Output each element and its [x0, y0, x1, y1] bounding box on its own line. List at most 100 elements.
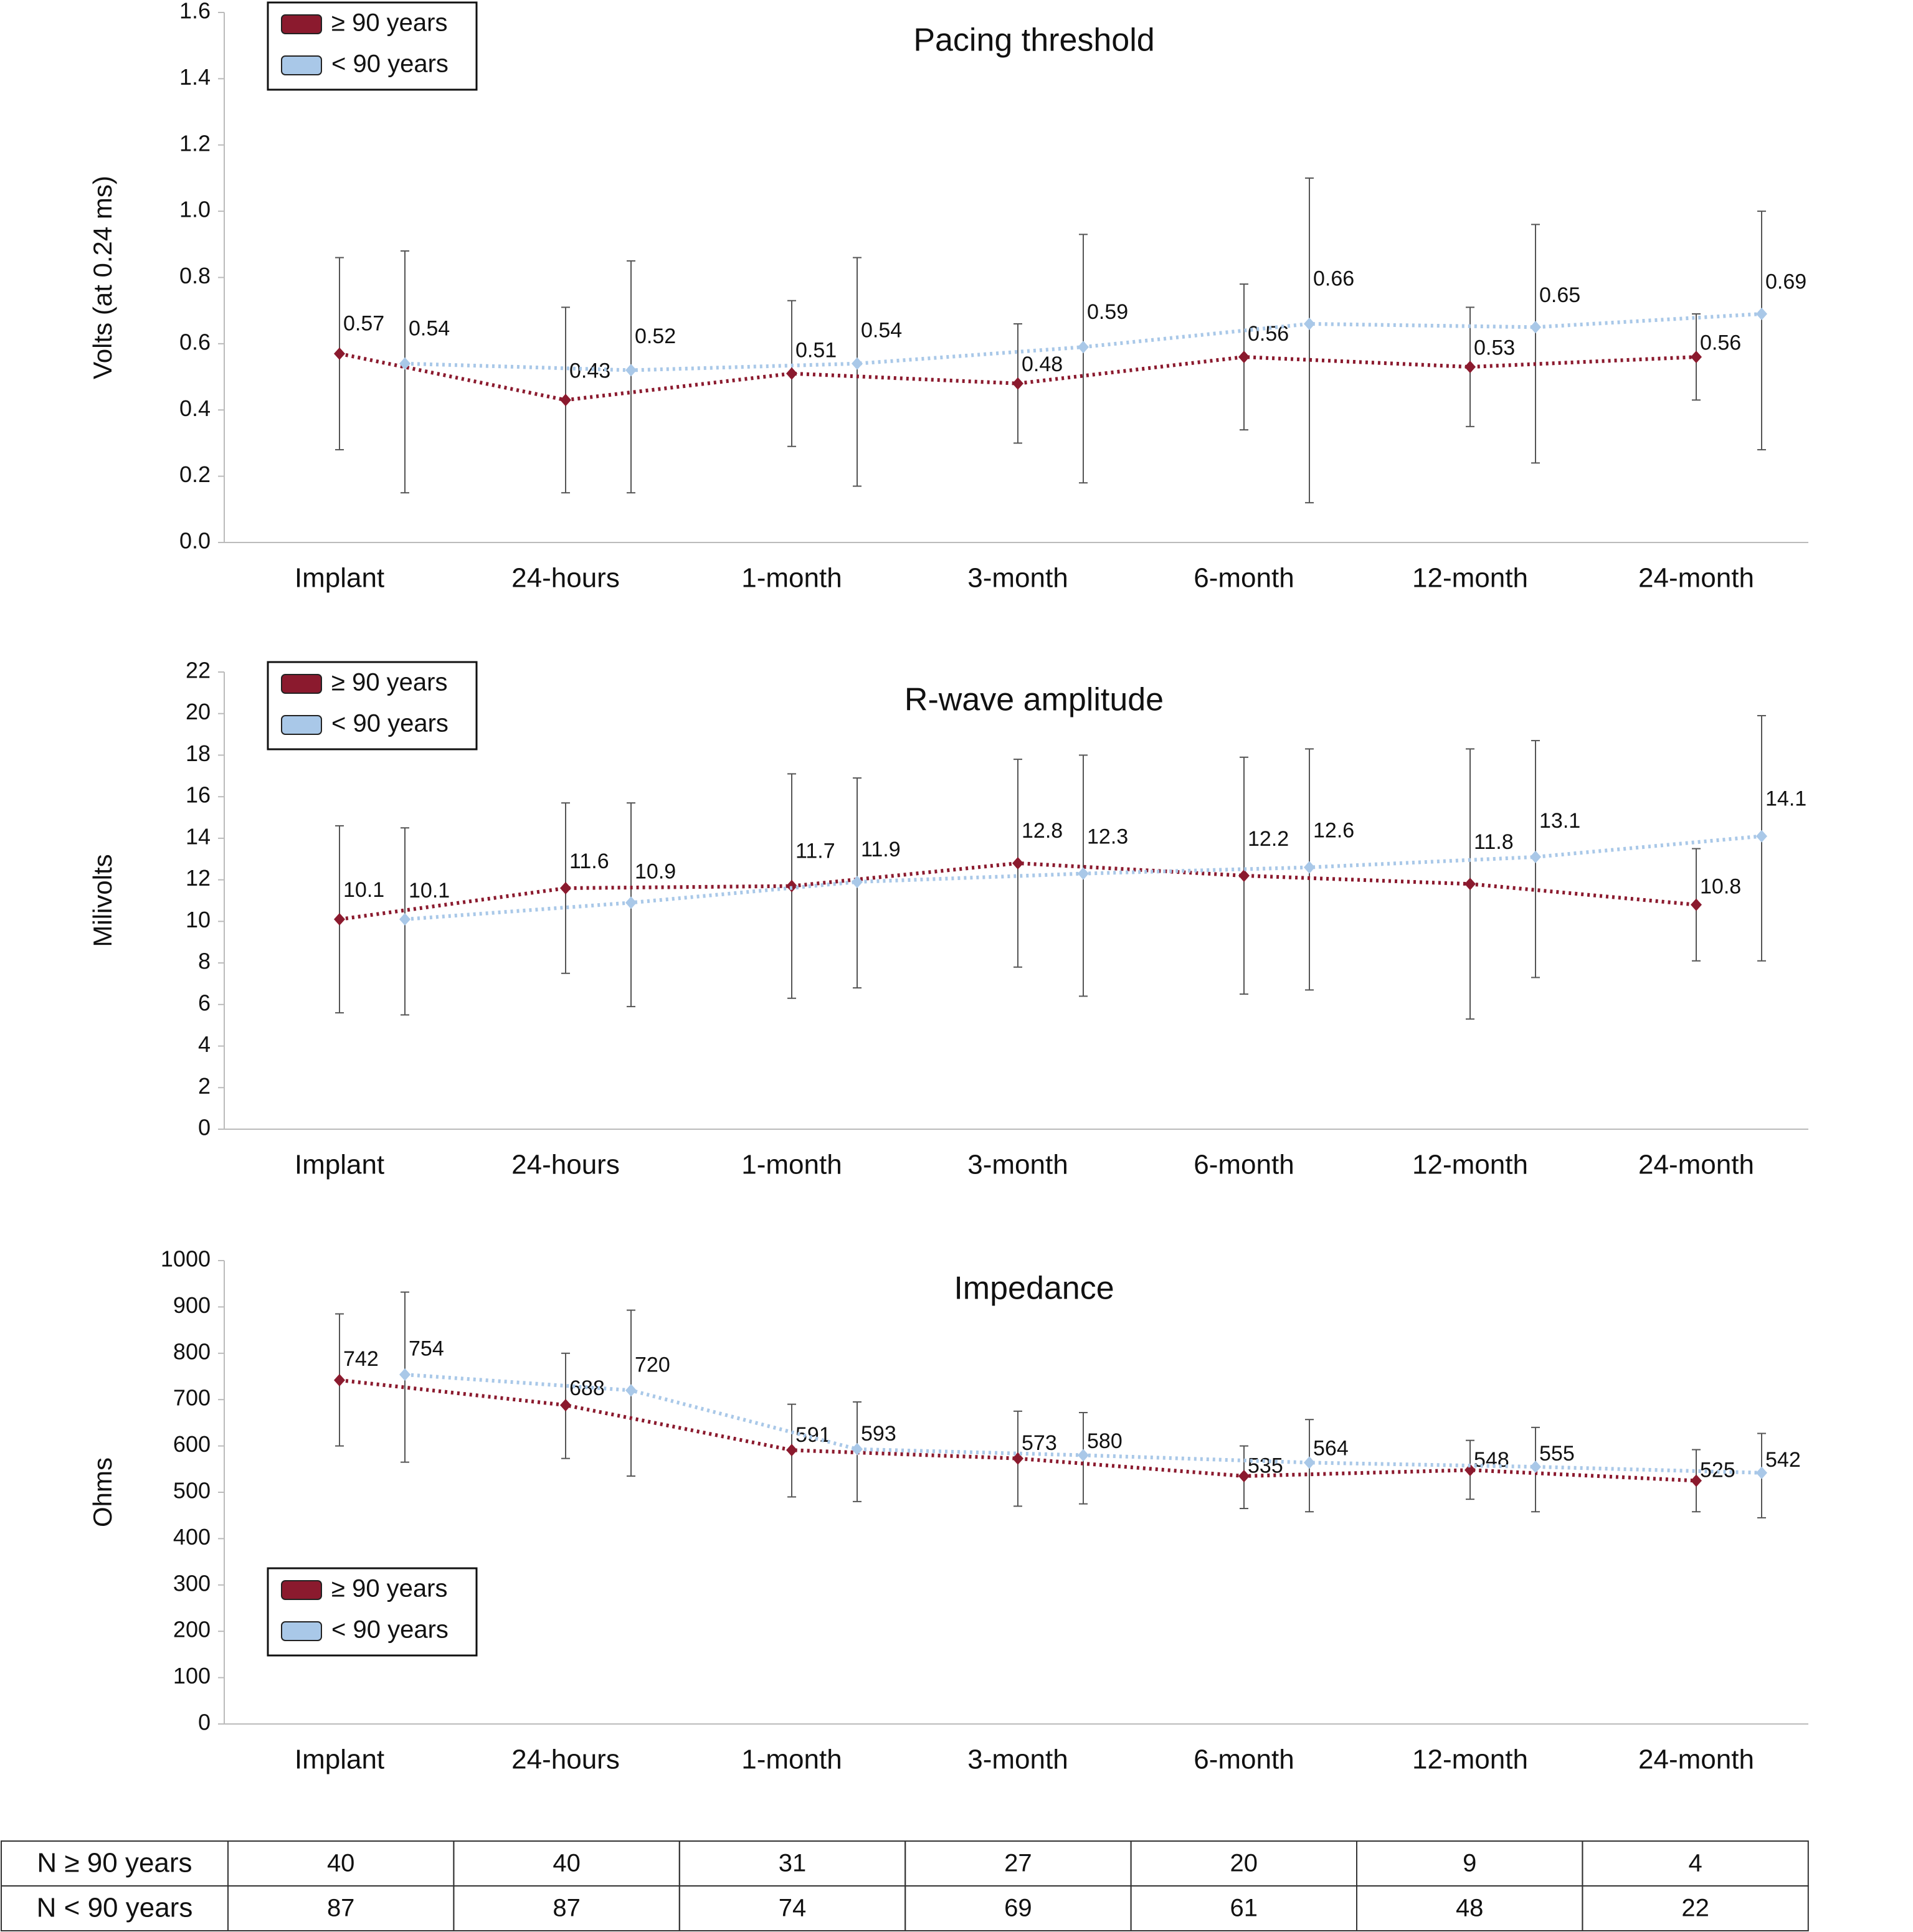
legend-label: < 90 years — [331, 1616, 449, 1644]
data-label: 573 — [1022, 1431, 1057, 1455]
legend-label: ≥ 90 years — [331, 1575, 447, 1603]
chart-title: Impedance — [954, 1271, 1114, 1307]
data-label: 0.48 — [1022, 353, 1063, 376]
y-tick-label: 500 — [173, 1478, 211, 1503]
data-label: 742 — [343, 1347, 379, 1371]
y-tick-label: 0.4 — [179, 395, 211, 421]
data-label: 0.69 — [1765, 270, 1806, 294]
data-point — [1464, 361, 1476, 374]
data-label: 11.8 — [1474, 830, 1514, 854]
cell-value: 69 — [1004, 1895, 1032, 1922]
y-tick-label: 0 — [198, 1710, 211, 1735]
data-label: 0.51 — [795, 339, 837, 362]
data-point — [786, 367, 797, 380]
x-tick-label: 24-hours — [511, 563, 620, 594]
cell-value: 40 — [553, 1850, 581, 1877]
data-label: 0.57 — [343, 312, 384, 336]
x-tick-label: 24-month — [1638, 1745, 1754, 1775]
y-axis-label: Volts (at 0.24 ms) — [88, 176, 117, 379]
data-label: 580 — [1087, 1429, 1123, 1453]
data-point — [1464, 1464, 1476, 1477]
data-point — [1756, 1466, 1767, 1479]
data-point — [1530, 850, 1541, 863]
y-tick-label: 1000 — [161, 1246, 211, 1272]
y-tick-label: 1.2 — [179, 130, 211, 156]
data-label: 12.3 — [1087, 825, 1128, 849]
x-tick-label: 6-month — [1194, 1745, 1294, 1775]
cell-value: 20 — [1230, 1850, 1258, 1877]
y-tick-label: 800 — [173, 1338, 211, 1364]
data-label: 0.53 — [1474, 336, 1515, 359]
x-tick-label: 6-month — [1194, 1150, 1294, 1180]
data-label: 10.8 — [1700, 875, 1741, 899]
x-tick-label: 1-month — [741, 1150, 842, 1180]
data-point — [625, 364, 637, 377]
y-tick-label: 0.8 — [179, 263, 211, 288]
data-point — [1012, 377, 1023, 390]
y-tick-label: 100 — [173, 1663, 211, 1688]
legend-swatch — [281, 14, 322, 34]
data-label: 0.66 — [1313, 267, 1354, 291]
y-tick-label: 0 — [198, 1115, 211, 1140]
y-axis-label: Ohms — [88, 1457, 117, 1527]
data-label: 720 — [635, 1353, 670, 1377]
data-point — [1078, 1449, 1089, 1462]
data-point — [625, 1384, 637, 1397]
cell-value: 87 — [327, 1895, 355, 1922]
data-label: 14.1 — [1765, 787, 1806, 811]
data-point — [1691, 1474, 1702, 1487]
x-tick-label: 12-month — [1412, 1150, 1528, 1180]
cell-value: 4 — [1688, 1850, 1702, 1877]
cell-value: 48 — [1456, 1895, 1484, 1922]
row-header: N ≥ 90 years — [37, 1848, 192, 1878]
data-point — [399, 357, 411, 370]
data-point — [625, 896, 637, 909]
data-label: 0.59 — [1087, 300, 1128, 324]
x-tick-label: 24-hours — [511, 1150, 620, 1180]
data-point — [334, 1373, 345, 1386]
y-axis-label: Milivolts — [88, 854, 117, 947]
data-point — [1078, 867, 1089, 880]
cell-value: 9 — [1463, 1850, 1476, 1877]
data-point — [1756, 308, 1767, 321]
data-point — [1238, 869, 1250, 882]
y-tick-label: 6 — [198, 990, 211, 1015]
cell-value: 61 — [1230, 1895, 1258, 1922]
data-label: 11.9 — [861, 838, 901, 861]
y-tick-label: 12 — [186, 865, 211, 891]
data-label: 0.54 — [409, 317, 450, 341]
data-point — [1464, 878, 1476, 891]
data-point — [560, 881, 571, 894]
data-label: 535 — [1248, 1454, 1283, 1477]
y-tick-label: 10 — [186, 907, 211, 932]
data-point — [399, 1368, 411, 1381]
data-label: 11.6 — [569, 850, 609, 873]
x-tick-label: 1-month — [741, 563, 842, 594]
data-point — [852, 357, 863, 370]
data-label: 12.2 — [1248, 827, 1289, 851]
y-tick-label: 18 — [186, 741, 211, 766]
y-tick-label: 200 — [173, 1617, 211, 1642]
table-cell — [1582, 1885, 1809, 1931]
chart-title: Pacing threshold — [913, 22, 1154, 59]
data-label: 754 — [409, 1337, 444, 1360]
legend-swatch — [281, 55, 322, 75]
cell-value: 87 — [553, 1895, 581, 1922]
data-point — [852, 875, 863, 888]
data-point — [399, 913, 411, 926]
y-tick-label: 2 — [198, 1073, 211, 1099]
y-tick-label: 14 — [186, 823, 211, 849]
data-point — [334, 913, 345, 926]
cell-value: 22 — [1681, 1895, 1709, 1922]
data-point — [1691, 898, 1702, 911]
data-label: 0.56 — [1700, 331, 1741, 354]
data-point — [1304, 861, 1315, 874]
data-point — [1238, 1469, 1250, 1482]
cell-value: 40 — [327, 1850, 355, 1877]
data-point — [1691, 351, 1702, 364]
y-tick-label: 900 — [173, 1292, 211, 1318]
y-tick-label: 0.0 — [179, 528, 211, 554]
legend-swatch — [281, 674, 322, 694]
data-label: 11.7 — [795, 840, 835, 863]
